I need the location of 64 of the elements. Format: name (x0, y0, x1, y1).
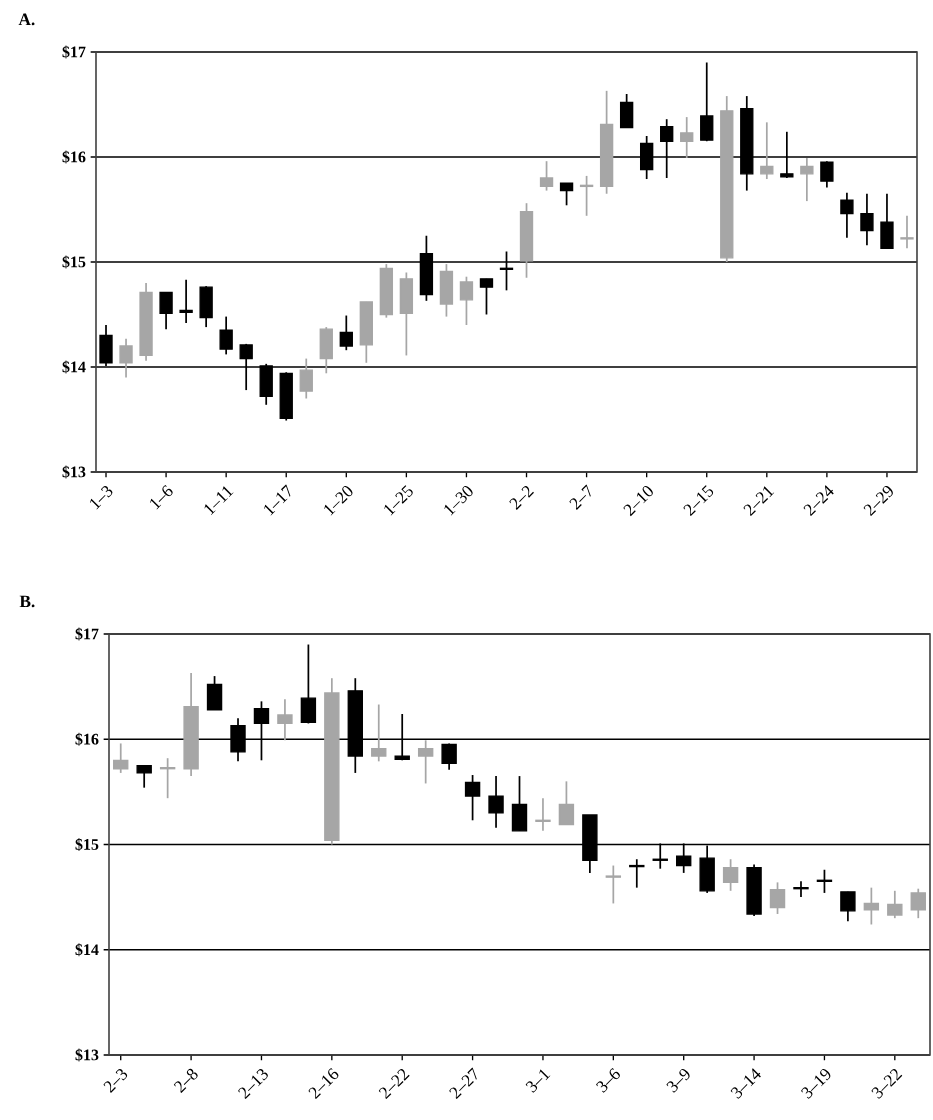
candlestick (660, 118, 674, 179)
candlestick (887, 889, 903, 920)
x-tick-label: 3–6 (596, 1068, 620, 1093)
candlestick (680, 116, 694, 159)
candlestick (253, 700, 270, 762)
candlestick (488, 775, 504, 829)
candlestick (239, 343, 253, 391)
y-tick-label: $17 (62, 45, 86, 59)
candlestick (860, 192, 874, 247)
candlestick (441, 742, 457, 771)
x-tick-label: 2–3 (103, 1068, 128, 1093)
candlestick (840, 191, 854, 239)
candlestick (793, 880, 809, 898)
candlestick (535, 797, 551, 832)
candlestick (780, 130, 794, 179)
candlestick (339, 314, 353, 352)
y-tick-label: $13 (75, 1048, 99, 1062)
x-tick-label: 3–9 (666, 1069, 690, 1093)
candlestick (675, 842, 692, 874)
candlestick (539, 160, 554, 192)
candlestick (299, 357, 313, 400)
y-tick-label: $14 (75, 943, 99, 957)
y-tick-label: $16 (62, 150, 86, 164)
y-tick-label: $15 (75, 838, 99, 851)
x-tick-label: 1–3 (90, 485, 113, 510)
y-tick-label: $14 (62, 360, 86, 374)
candlestick (605, 864, 622, 905)
candlestick (863, 886, 880, 926)
x-tick-label: 2–8 (173, 1068, 198, 1093)
candlestick (179, 278, 193, 324)
x-tick-label: 1–20 (324, 486, 353, 516)
candlestick (900, 214, 914, 250)
x-tick-label: 2–2 (509, 486, 534, 510)
x-tick-label: 2–7 (569, 484, 591, 510)
y-tick-label: $15 (62, 255, 86, 269)
y-tick-label: $13 (62, 465, 86, 479)
candlestick (371, 703, 387, 763)
candlestick (159, 291, 173, 331)
candlestick (136, 764, 152, 789)
chart-title: A. (18, 13, 35, 26)
x-tick-label: 1–6 (150, 485, 173, 510)
candlestick (800, 157, 814, 202)
candlestick (760, 121, 774, 180)
candlestick (840, 890, 856, 923)
candlestick (769, 881, 786, 915)
y-tick-label: $16 (75, 732, 99, 746)
candlestick (219, 315, 233, 356)
candlestick (394, 713, 410, 762)
candlestick (459, 275, 474, 326)
x-tick-label: 1–11 (204, 486, 234, 516)
candlestick (558, 780, 575, 826)
candlestick (464, 774, 481, 822)
candlestick (559, 182, 574, 207)
candlestick (417, 739, 434, 785)
candlestick (119, 337, 133, 379)
candlestick (277, 698, 293, 742)
candlestick (820, 160, 834, 189)
y-tick-label: $17 (75, 627, 99, 641)
candlestick (113, 742, 129, 774)
x-tick-label: 3–1 (525, 1069, 551, 1093)
chart-title: B. (19, 595, 35, 608)
candlestick (910, 887, 926, 920)
candlestick (479, 277, 494, 316)
candlestick (722, 858, 739, 892)
